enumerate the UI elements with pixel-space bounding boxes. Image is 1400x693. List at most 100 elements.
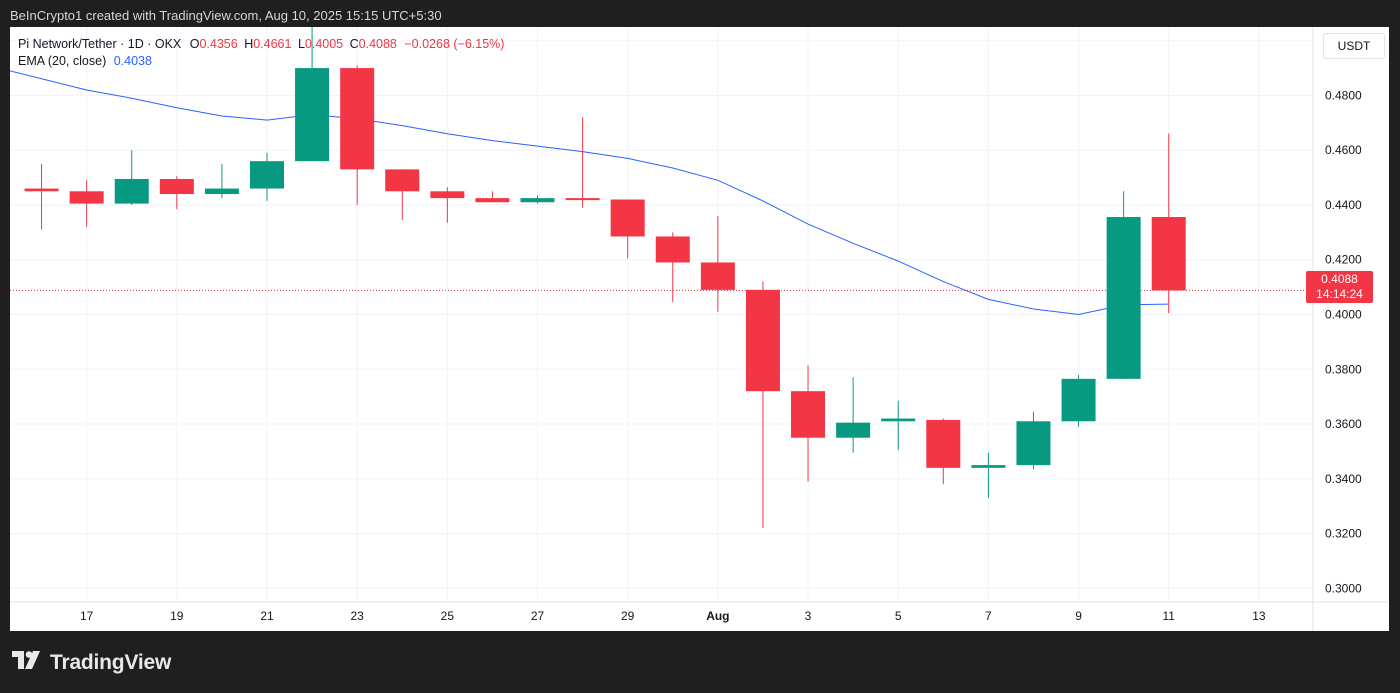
candle[interactable] [520,195,555,204]
candle[interactable] [1016,411,1051,470]
price-tick-label: 0.3600 [1325,417,1362,431]
candle-body [1061,378,1096,422]
legend-ema-label: EMA (20, close) [18,54,107,68]
candle[interactable] [114,150,149,205]
time-tick-label: 27 [531,609,545,623]
candle-body [340,68,375,170]
candle-body [114,178,149,204]
candle-body [881,418,916,422]
legend-close-value: 0.4088 [358,37,397,51]
candle-body [204,188,239,195]
time-tick-label: 19 [170,609,184,623]
currency-selector[interactable]: USDT [1323,33,1385,59]
ema-line-layer [10,70,1169,316]
price-tick-label: 0.3800 [1325,362,1362,376]
time-tick-label: 9 [1075,609,1082,623]
candle-body [610,199,645,237]
last-price-label: 0.4088 14:14:24 [1306,271,1373,303]
grid-lines [10,27,1313,602]
candle-body [1106,217,1141,379]
time-tick-label: 3 [805,609,812,623]
time-tick-label: 13 [1252,609,1266,623]
candle-body [836,422,871,438]
legend-open-value: 0.4356 [199,37,238,51]
brand-name: TradingView [50,651,172,674]
time-axis: 17 19 21 23 25 27 29 Aug 3 5 7 9 11 13 [10,601,1389,623]
last-price-value: 0.4088 [1321,272,1358,286]
chart-credit: BeInCrypto1 created with TradingView.com… [10,8,442,23]
candle-body [430,191,465,199]
price-tick-label: 0.3200 [1325,527,1362,541]
candle[interactable] [1151,133,1186,314]
candle-body [520,198,555,203]
candle-body [791,391,826,438]
legend-close-label: C [349,37,359,51]
candle[interactable] [204,163,239,199]
candle[interactable] [340,65,375,205]
time-tick-label: 23 [350,609,364,623]
candle[interactable] [700,215,735,312]
candle[interactable] [1106,191,1141,379]
time-tick-label: 29 [621,609,635,623]
candle[interactable] [430,187,465,223]
legend-low-value: 0.4005 [304,37,344,51]
bar-countdown: 14:14:24 [1316,287,1363,301]
candle-body [295,68,330,162]
legend-change-value: −0.0268 (−6.15%) [404,37,505,51]
legend-high-label: H [244,37,254,51]
candle[interactable] [881,400,916,451]
candle[interactable] [159,176,194,210]
legend-ohlc-row: Pi Network/Tether · 1D · OKX O0.4356 H0.… [18,36,504,53]
candle-body [700,262,735,290]
time-tick-label: Aug [706,609,729,623]
candle-body [1151,217,1186,291]
time-tick-label: 21 [260,609,274,623]
candles-layer [24,27,1186,529]
chart-legend: Pi Network/Tether · 1D · OKX O0.4356 H0.… [18,36,504,70]
candle-body [745,289,780,392]
candle[interactable] [971,452,1006,498]
candle[interactable] [791,365,826,482]
time-tick-label: 17 [80,609,94,623]
legend-high-value: 0.4661 [253,37,292,51]
candle[interactable] [926,418,961,485]
time-tick-label: 7 [985,609,992,623]
candle-body [249,161,284,189]
candle[interactable] [249,152,284,201]
candle[interactable] [745,281,780,529]
tradingview-logo-icon [12,651,44,675]
tradingview-brand[interactable]: TradingView [12,651,171,675]
legend-low-label: L [297,37,305,51]
candle[interactable] [655,232,690,303]
legend-ema-row[interactable]: EMA (20, close) 0.4038 [18,53,504,70]
candle[interactable] [610,199,645,259]
candle-body [69,191,104,204]
time-tick-label: 5 [895,609,902,623]
candle-body [655,236,690,263]
legend-ema-value: 0.4038 [113,54,152,68]
candle[interactable] [385,169,420,221]
candle[interactable] [1061,374,1096,427]
candle-body [159,178,194,195]
ema-line [10,70,1169,316]
candle[interactable] [475,191,510,203]
legend-symbol[interactable]: Pi Network/Tether · 1D · OKX [18,37,182,51]
price-tick-label: 0.4400 [1325,198,1362,212]
chart-panel[interactable]: 0.50000.48000.46000.44000.42000.40000.38… [10,27,1389,631]
candle[interactable] [295,27,330,162]
candle[interactable] [69,180,104,227]
candle-body [1016,421,1051,466]
price-tick-label: 0.4800 [1325,88,1362,102]
price-axis: 0.50000.48000.46000.44000.42000.40000.38… [1312,27,1362,631]
candle-body [971,465,1006,468]
candle-body [565,198,600,201]
candle-body [926,419,961,468]
legend-open-label: O [189,37,200,51]
price-tick-label: 0.4600 [1325,143,1362,157]
candle[interactable] [836,377,871,453]
price-tick-label: 0.4000 [1325,308,1362,322]
time-tick-label: 25 [441,609,455,623]
candlestick-chart[interactable]: 0.50000.48000.46000.44000.42000.40000.38… [10,27,1389,631]
candle[interactable] [24,163,59,230]
candle[interactable] [565,117,600,208]
